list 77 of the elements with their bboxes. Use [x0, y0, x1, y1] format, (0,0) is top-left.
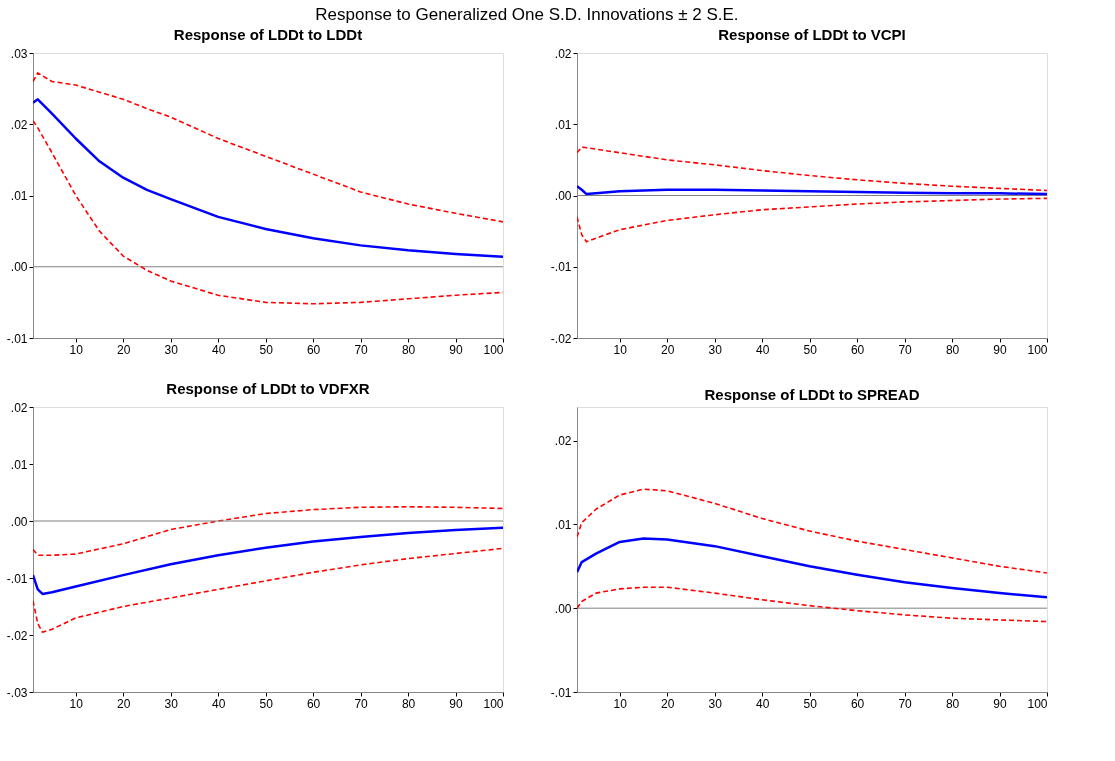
- x-tick-label: 100: [1027, 342, 1048, 357]
- chart-title: Response of LDDt to VCPI: [718, 26, 906, 43]
- chart-title: Response of LDDt to LDDt: [173, 26, 363, 43]
- x-tick-label: 70: [354, 696, 369, 711]
- x-tick-label: 80: [401, 342, 416, 357]
- y-tick-label: -.02: [550, 331, 572, 346]
- x-tick-label: 100: [1027, 696, 1048, 711]
- x-tick-label: 40: [211, 696, 226, 711]
- x-tick-label: 50: [803, 342, 818, 357]
- x-tick-label: 20: [117, 696, 131, 711]
- y-tick-label: -.01: [6, 331, 28, 346]
- y-tick-label: -.03: [6, 685, 28, 700]
- line-series: [33, 526, 503, 596]
- x-tick-label: 40: [755, 696, 770, 711]
- x-tick-label: 70: [898, 696, 913, 711]
- x-tick-label: 10: [69, 342, 84, 357]
- y-tick-label: .01: [554, 517, 572, 532]
- y-tick-label: .01: [554, 117, 572, 132]
- y-tick-label: .03: [10, 46, 28, 61]
- y-tick-label: -.01: [6, 571, 28, 586]
- x-tick-label: 30: [164, 342, 179, 357]
- y-tick-label: .02: [10, 117, 28, 132]
- x-tick-label: 60: [306, 696, 321, 711]
- x-tick-label: 50: [259, 696, 274, 711]
- x-tick-label: 50: [259, 342, 274, 357]
- x-tick-label: 40: [211, 342, 226, 357]
- x-tick-label: 80: [945, 342, 960, 357]
- x-tick-label: 50: [803, 696, 818, 711]
- x-tick-label: 10: [69, 696, 84, 711]
- chart-title: Response of LDDt to VDFXR: [166, 380, 370, 397]
- y-tick-label: .00: [10, 260, 28, 275]
- line-series: [577, 488, 1047, 574]
- y-tick-label: .00: [10, 514, 28, 529]
- x-tick-label: 80: [945, 696, 960, 711]
- x-tick-label: 60: [850, 696, 865, 711]
- y-tick-label: .00: [554, 189, 572, 203]
- x-tick-label: 20: [661, 696, 675, 711]
- line-series: [33, 98, 503, 259]
- y-tick-label: .02: [10, 400, 28, 415]
- line-series: [577, 197, 1047, 243]
- x-tick-label: 40: [755, 342, 770, 357]
- x-tick-label: 90: [449, 342, 464, 357]
- x-tick-label: 10: [613, 696, 628, 711]
- x-tick-label: 20: [661, 342, 675, 357]
- x-tick-label: 30: [708, 696, 723, 711]
- x-tick-label: 100: [483, 696, 504, 711]
- x-tick-label: 60: [306, 342, 321, 357]
- text: Response to Generalized One S.D. Innovations ± 2 S.E.: [315, 4, 739, 24]
- x-tick-label: 100: [483, 342, 504, 357]
- line-series: [33, 505, 503, 556]
- line-series: [33, 72, 503, 223]
- x-tick-label: 90: [993, 696, 1008, 711]
- y-tick-label: -.02: [6, 628, 28, 643]
- y-tick-label: .01: [10, 189, 28, 203]
- x-tick-label: 30: [164, 696, 179, 711]
- y-tick-label: -.01: [550, 685, 572, 700]
- x-tick-label: 30: [708, 342, 723, 357]
- line-series: [33, 547, 503, 633]
- y-tick-label: .02: [554, 46, 572, 61]
- x-tick-label: 90: [993, 342, 1008, 357]
- x-tick-label: 70: [354, 342, 369, 357]
- chart-title: Response of LDDt to SPREAD: [704, 386, 920, 403]
- y-tick-label: .02: [554, 434, 572, 449]
- line-series: [577, 146, 1047, 192]
- x-tick-label: 10: [613, 342, 628, 357]
- line-series: [33, 119, 503, 305]
- y-tick-label: -.01: [550, 260, 572, 275]
- x-tick-label: 70: [898, 342, 913, 357]
- y-tick-label: .01: [10, 457, 28, 472]
- line-series: [577, 537, 1047, 599]
- line-series: [577, 184, 1047, 196]
- x-tick-label: 20: [117, 342, 131, 357]
- x-tick-label: 60: [850, 342, 865, 357]
- y-tick-label: .00: [554, 601, 572, 616]
- x-tick-label: 90: [449, 696, 464, 711]
- line-series: [577, 586, 1047, 623]
- x-tick-label: 80: [401, 696, 416, 711]
